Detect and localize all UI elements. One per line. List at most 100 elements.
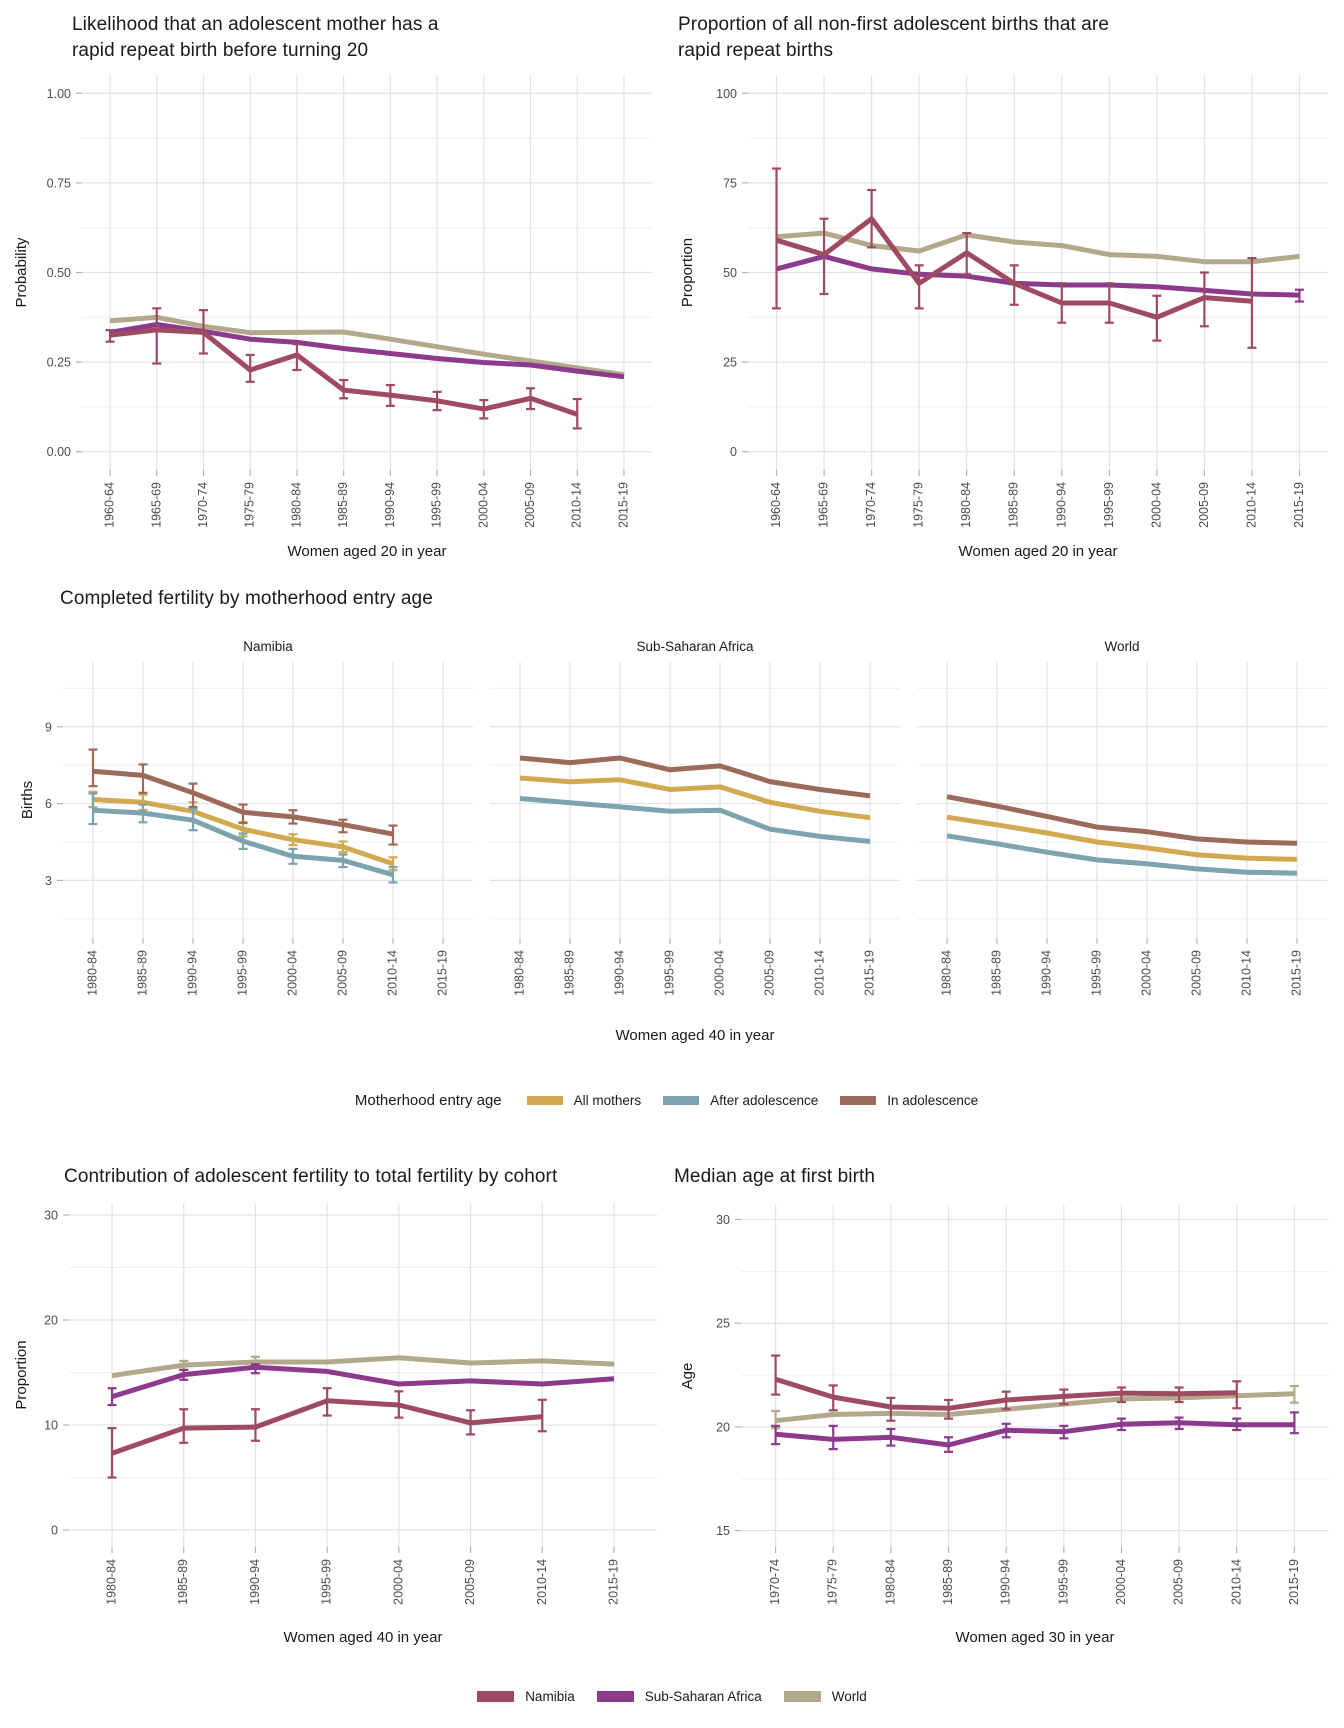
series-namibia	[772, 167, 1257, 349]
x-tick-label: 2000-04	[1149, 482, 1163, 528]
series-sub-saharan-africa	[771, 1411, 1299, 1453]
x-tick-label: 1985-89	[1007, 482, 1021, 528]
y-tick-label: 30	[716, 1213, 730, 1227]
x-tick-label: 2005-09	[1172, 1559, 1186, 1605]
x-axis-title: Women aged 40 in year	[284, 1629, 443, 1646]
series-namibia	[105, 307, 582, 430]
x-tick-label: 2010-14	[386, 950, 400, 996]
series-in-adolescence	[88, 748, 398, 846]
x-tick-label: 1995-99	[430, 482, 444, 528]
all-mothers-swatch-icon	[526, 1095, 563, 1105]
series-all-mothers	[946, 814, 1298, 862]
world-swatch-icon	[783, 1690, 821, 1702]
y-tick-label: 0.00	[47, 445, 71, 459]
series-line-after-adolescence	[519, 796, 871, 844]
legend-item-in-adolescence: In adolescence	[840, 1093, 978, 1108]
panel-grid	[490, 662, 900, 938]
series-line-world	[111, 1355, 615, 1379]
facet-strip-label-sub-saharan-africa: Sub-Saharan Africa	[636, 639, 754, 654]
series-line-all-mothers	[946, 814, 1298, 862]
x-axis-title: Women aged 40 in year	[616, 1027, 775, 1044]
x-tick-label: 2000-04	[476, 482, 490, 528]
x-tick-label: 1995-99	[1090, 950, 1104, 996]
chart-title-median-age: Median age at first birth	[674, 1166, 876, 1187]
series-line-world	[109, 314, 625, 378]
panel-grid	[69, 1203, 657, 1547]
series-line-after-adolescence	[92, 807, 394, 878]
series-line-sub-saharan-africa	[111, 1364, 615, 1399]
y-tick-label: 3	[45, 874, 52, 888]
series-in-adolescence	[519, 755, 871, 799]
legend-item-after-adolescence: After adolescence	[663, 1093, 818, 1108]
y-axis-title: Proportion	[679, 238, 696, 307]
legend-motherhood-entry-age: Motherhood entry age All mothers After a…	[0, 1086, 1344, 1114]
x-tick-label: 1985-89	[990, 950, 1004, 996]
series-line-in-adolescence	[92, 768, 394, 837]
y-tick-label: 0.50	[47, 266, 71, 280]
legend-label: In adolescence	[887, 1092, 979, 1108]
y-axis-title: Births	[19, 781, 36, 819]
x-tick-label: 1995-99	[236, 950, 250, 996]
x-tick-label: 2010-14	[1229, 1559, 1243, 1605]
panel-grid	[748, 75, 1328, 470]
x-axis-title: Women aged 30 in year	[956, 1629, 1115, 1646]
series-in-adolescence	[946, 794, 1298, 846]
x-tick-label: 1975-79	[826, 1559, 840, 1605]
x-tick-label: 1965-69	[149, 482, 163, 528]
x-tick-label: 2000-04	[391, 1559, 405, 1605]
facet-strip-label-world: World	[1104, 639, 1139, 654]
x-tick-label: 2015-19	[1287, 1559, 1301, 1605]
y-tick-label: 25	[716, 1317, 730, 1331]
chart-rrb-proportion: 1960-64 1965-69 1970-74 1975-79 1980-84 1985-…	[679, 75, 1328, 560]
series-line-after-adolescence	[946, 833, 1298, 876]
axis-ticks: 1960-64 1965-69 1970-74 1975-79 1980-84 1985-…	[716, 87, 1306, 528]
chart-title-contribution: Contribution of adolescent fertility to …	[64, 1166, 558, 1187]
series-all-mothers	[519, 775, 871, 821]
y-tick-label: 15	[716, 1524, 730, 1538]
x-tick-label: 1995-99	[320, 1559, 334, 1605]
x-tick-label: 1980-84	[940, 950, 954, 996]
x-tick-label: 2010-14	[813, 950, 827, 996]
chart-title-completed-fertility: Completed fertility by motherhood entry …	[60, 588, 433, 609]
chart-title-rrb-likelihood: Likelihood that an adolescent mother has…	[72, 14, 439, 61]
x-tick-label: 2000-04	[286, 950, 300, 996]
y-tick-label: 20	[716, 1420, 730, 1434]
x-tick-label: 1990-94	[999, 1559, 1013, 1605]
series-after-adolescence	[519, 796, 871, 844]
series-namibia	[771, 1354, 1242, 1422]
legend-label: After adolescence	[710, 1092, 819, 1108]
legend-label: World	[831, 1688, 867, 1704]
y-tick-label: 0.75	[47, 176, 71, 190]
series-sub-saharan-africa	[775, 253, 1304, 303]
x-tick-label: 1975-79	[912, 482, 926, 528]
y-tick-label: 100	[716, 87, 737, 101]
x-tick-label: 2015-19	[436, 950, 450, 996]
x-tick-label: 1960-64	[769, 482, 783, 528]
x-tick-label: 2010-14	[1244, 482, 1258, 528]
x-tick-label: 1980-84	[959, 482, 973, 528]
series-line-all-mothers	[519, 775, 871, 821]
x-tick-label: 1990-94	[1054, 482, 1068, 528]
legend-label: Namibia	[525, 1688, 575, 1704]
x-tick-label: 1980-84	[86, 950, 100, 996]
axis-ticks: 1970-74 1975-79 1980-84 1985-89 1990-94 1995-…	[716, 1213, 1301, 1605]
legend-item-namibia: Namibia	[477, 1689, 575, 1704]
y-tick-label: 1.00	[47, 87, 71, 101]
series-world	[109, 314, 625, 378]
y-axis-title: Proportion	[13, 1340, 30, 1409]
x-tick-label: 2000-04	[713, 950, 727, 996]
series-line-in-adolescence	[519, 755, 871, 799]
x-tick-label: 1985-89	[136, 950, 150, 996]
y-tick-label: 6	[45, 797, 52, 811]
series-line-world	[775, 1391, 1295, 1424]
x-tick-label: 1985-89	[563, 950, 577, 996]
x-tick-label: 2015-19	[606, 1559, 620, 1605]
x-tick-label: 1995-99	[1102, 482, 1116, 528]
x-tick-label: 2005-09	[523, 482, 537, 528]
chart-completed-fertility: 1980-84 1985-89 1990-94 1995-99 2000-04 2005-…	[19, 639, 1327, 1044]
x-tick-label: 2000-04	[1114, 1559, 1128, 1605]
x-tick-label: 2005-09	[763, 950, 777, 996]
x-tick-label: 2000-04	[1140, 950, 1154, 996]
